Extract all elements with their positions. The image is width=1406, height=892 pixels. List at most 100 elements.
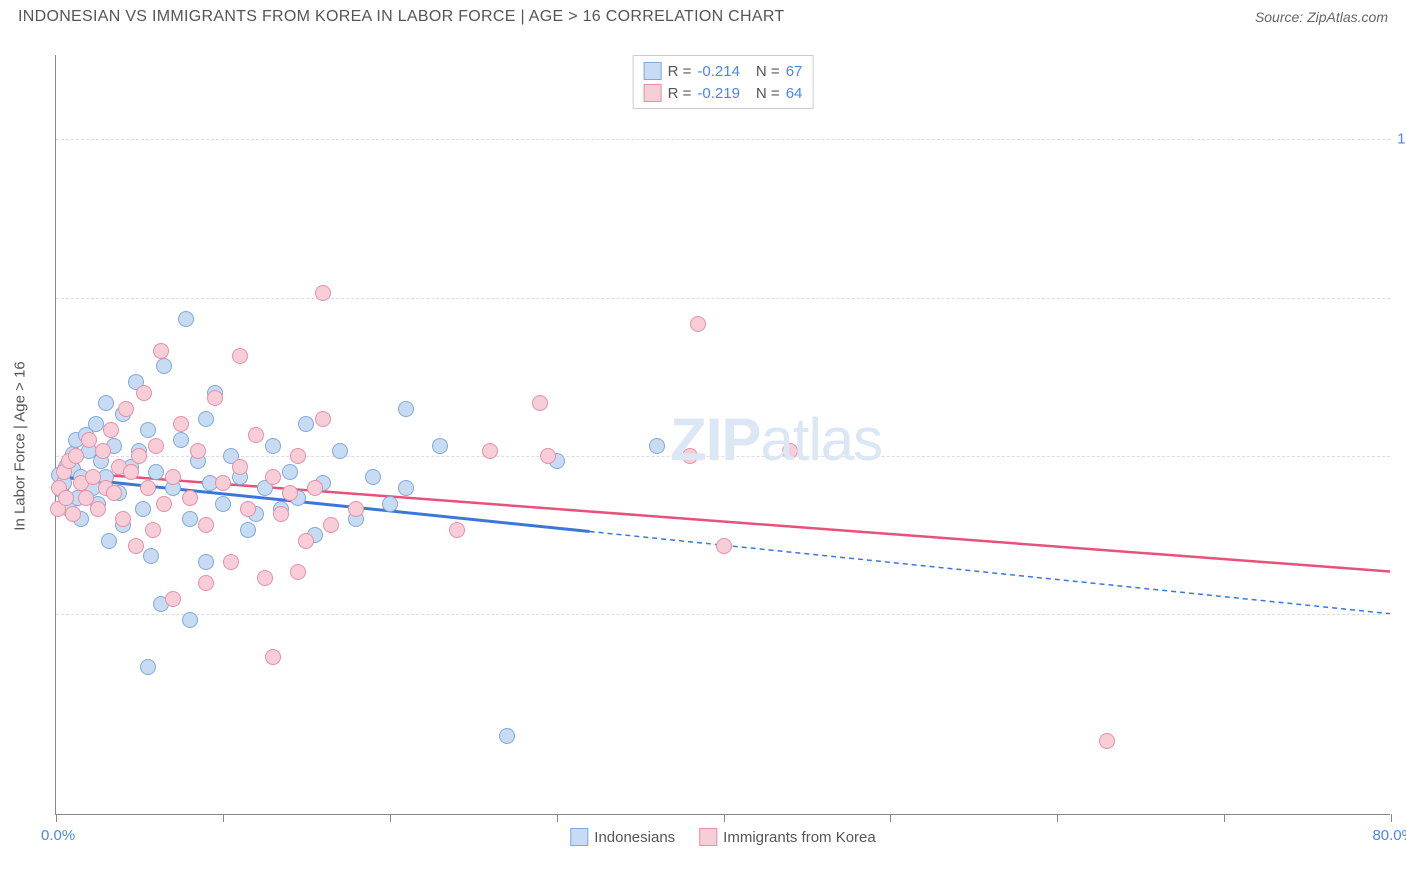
gridline	[56, 614, 1390, 615]
legend-item-indonesians: Indonesians	[570, 828, 675, 846]
scatter-point-korea	[290, 448, 306, 464]
scatter-point-korea	[115, 511, 131, 527]
scatter-point-indonesians	[649, 438, 665, 454]
scatter-point-indonesians	[282, 464, 298, 480]
scatter-point-korea	[123, 464, 139, 480]
scatter-point-korea	[232, 459, 248, 475]
scatter-point-indonesians	[140, 422, 156, 438]
scatter-point-korea	[65, 506, 81, 522]
x-axis-min-label: 0.0%	[41, 827, 75, 844]
scatter-point-korea	[95, 443, 111, 459]
scatter-point-korea	[173, 416, 189, 432]
scatter-point-korea	[223, 554, 239, 570]
scatter-point-indonesians	[101, 533, 117, 549]
scatter-point-korea	[682, 448, 698, 464]
correlation-row-korea: R = -0.219 N = 64	[644, 82, 803, 104]
scatter-point-korea	[68, 448, 84, 464]
scatter-point-korea	[315, 411, 331, 427]
scatter-point-indonesians	[265, 438, 281, 454]
x-tick	[724, 814, 725, 822]
x-tick	[1057, 814, 1058, 822]
scatter-point-indonesians	[173, 432, 189, 448]
scatter-point-korea	[232, 348, 248, 364]
scatter-point-korea	[145, 522, 161, 538]
scatter-point-korea	[449, 522, 465, 538]
scatter-point-korea	[323, 517, 339, 533]
scatter-point-indonesians	[98, 395, 114, 411]
y-tick-label: 55.0%	[1396, 606, 1406, 623]
scatter-point-korea	[315, 285, 331, 301]
series-legend: Indonesians Immigrants from Korea	[570, 828, 875, 846]
scatter-point-korea	[248, 427, 264, 443]
scatter-point-korea	[240, 501, 256, 517]
scatter-point-korea	[103, 422, 119, 438]
scatter-point-korea	[215, 475, 231, 491]
scatter-point-korea	[540, 448, 556, 464]
scatter-point-korea	[148, 438, 164, 454]
scatter-point-indonesians	[382, 496, 398, 512]
x-axis-max-label: 80.0%	[1372, 827, 1406, 844]
chart-header: INDONESIAN VS IMMIGRANTS FROM KOREA IN L…	[0, 0, 1406, 30]
y-tick-label: 100.0%	[1396, 131, 1406, 148]
regression-extrapolation-indonesians	[590, 531, 1390, 613]
scatter-point-korea	[198, 575, 214, 591]
gridline	[56, 139, 1390, 140]
scatter-point-indonesians	[499, 728, 515, 744]
scatter-point-korea	[482, 443, 498, 459]
scatter-point-indonesians	[240, 522, 256, 538]
scatter-point-indonesians	[198, 411, 214, 427]
y-tick-label: 70.0%	[1396, 448, 1406, 465]
scatter-point-korea	[58, 490, 74, 506]
scatter-point-indonesians	[182, 612, 198, 628]
legend-item-korea: Immigrants from Korea	[699, 828, 876, 846]
source-attribution: Source: ZipAtlas.com	[1255, 9, 1388, 25]
scatter-point-indonesians	[143, 548, 159, 564]
scatter-point-korea	[131, 448, 147, 464]
scatter-point-indonesians	[298, 416, 314, 432]
scatter-point-korea	[118, 401, 134, 417]
scatter-point-korea	[1099, 733, 1115, 749]
x-tick	[1391, 814, 1392, 822]
scatter-point-indonesians	[135, 501, 151, 517]
gridline	[56, 456, 1390, 457]
correlation-legend: R = -0.214 N = 67 R = -0.219 N = 64	[633, 55, 814, 109]
x-tick	[223, 814, 224, 822]
scatter-point-korea	[165, 591, 181, 607]
scatter-point-korea	[282, 485, 298, 501]
scatter-point-korea	[532, 395, 548, 411]
scatter-point-korea	[198, 517, 214, 533]
swatch-indonesians	[644, 62, 662, 80]
x-tick	[390, 814, 391, 822]
scatter-point-korea	[128, 538, 144, 554]
y-tick-label: 85.0%	[1396, 289, 1406, 306]
scatter-point-korea	[182, 490, 198, 506]
scatter-point-korea	[273, 506, 289, 522]
scatter-point-korea	[265, 649, 281, 665]
scatter-point-indonesians	[398, 401, 414, 417]
scatter-point-korea	[257, 570, 273, 586]
x-tick	[1224, 814, 1225, 822]
scatter-point-indonesians	[140, 659, 156, 675]
swatch-indonesians	[570, 828, 588, 846]
scatter-point-indonesians	[215, 496, 231, 512]
y-axis-label: In Labor Force | Age > 16	[12, 361, 29, 530]
scatter-point-indonesians	[88, 416, 104, 432]
scatter-point-indonesians	[156, 358, 172, 374]
watermark: ZIPatlas	[670, 405, 882, 474]
scatter-point-indonesians	[178, 311, 194, 327]
scatter-point-korea	[307, 480, 323, 496]
scatter-point-korea	[165, 469, 181, 485]
correlation-row-indonesians: R = -0.214 N = 67	[644, 60, 803, 82]
scatter-point-korea	[153, 343, 169, 359]
scatter-point-korea	[190, 443, 206, 459]
scatter-point-korea	[290, 564, 306, 580]
scatter-point-korea	[298, 533, 314, 549]
scatter-point-korea	[690, 316, 706, 332]
scatter-point-indonesians	[398, 480, 414, 496]
scatter-point-indonesians	[432, 438, 448, 454]
scatter-point-indonesians	[148, 464, 164, 480]
swatch-korea	[644, 84, 662, 102]
scatter-point-korea	[207, 390, 223, 406]
scatter-point-korea	[265, 469, 281, 485]
gridline	[56, 298, 1390, 299]
